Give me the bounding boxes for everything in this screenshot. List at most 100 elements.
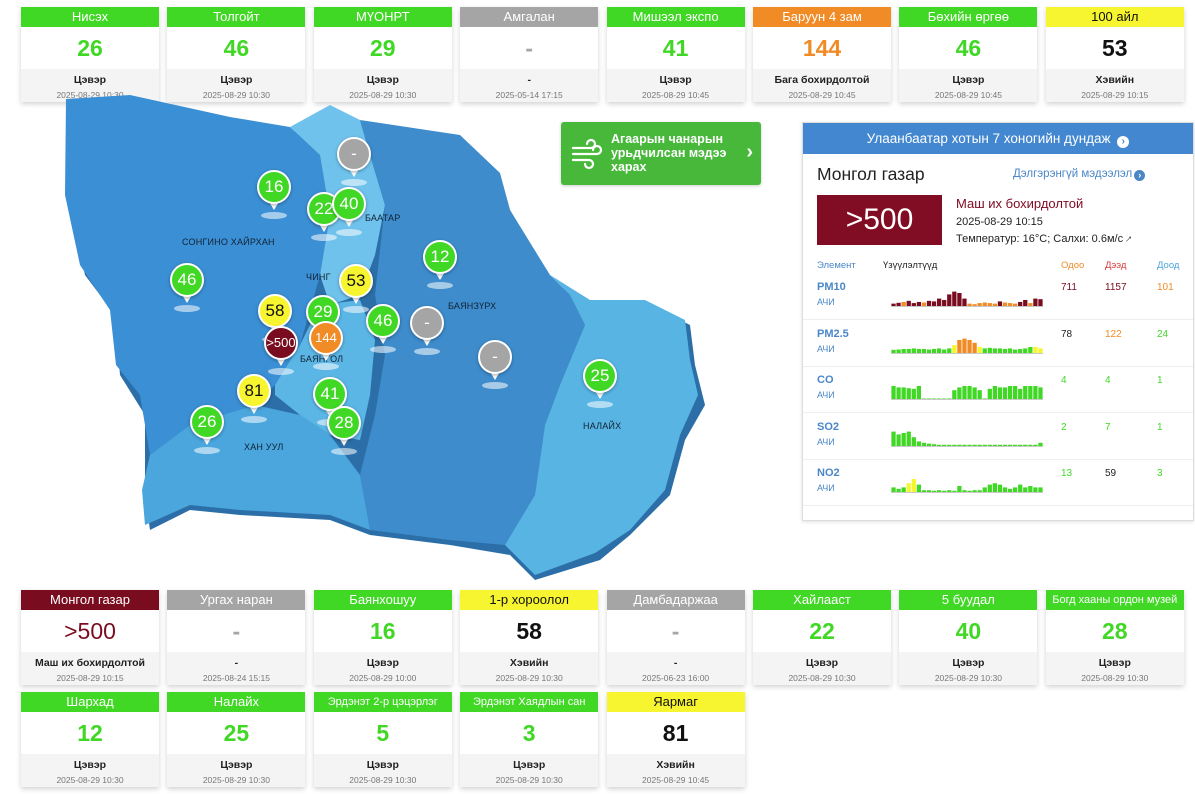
- station-card-status: -: [527, 74, 531, 86]
- element-row[interactable]: PM10 АЧИ 711 1157 101: [803, 273, 1193, 320]
- station-card[interactable]: 5 буудал 40 Цэвэр 2025-08-29 10:30: [899, 590, 1038, 685]
- bar: [1033, 346, 1038, 354]
- bar: [1007, 303, 1013, 307]
- station-card-value: 58: [516, 618, 542, 644]
- station-marker[interactable]: -: [337, 137, 371, 186]
- marker-pointer: [338, 436, 350, 446]
- bar: [926, 349, 932, 354]
- bar: [901, 487, 906, 493]
- bar: [972, 387, 977, 400]
- station-marker[interactable]: -: [478, 340, 512, 389]
- district-map[interactable]: СОНГИНО ХАЙРХАН ЧИНГ БААТАР БАЯНЗҮРХ БАЯНГОЛ…: [30, 95, 730, 590]
- bar: [962, 386, 967, 400]
- station-marker[interactable]: 26: [190, 405, 224, 454]
- marker-pointer: [248, 404, 260, 414]
- marker-pointer: [343, 217, 355, 227]
- station-card-title: Налайх: [167, 692, 306, 712]
- station-marker[interactable]: 12: [423, 240, 457, 289]
- station-card-value: >500: [64, 618, 116, 644]
- element-now: 78: [1061, 328, 1073, 340]
- bar: [957, 339, 962, 354]
- bar: [1013, 487, 1018, 493]
- station-marker[interactable]: 46: [366, 304, 400, 353]
- station-card[interactable]: Ургах наран - - 2025-08-24 15:15: [167, 590, 306, 685]
- station-marker[interactable]: 25: [583, 359, 617, 408]
- station-card[interactable]: Баруун 4 зам 144 Бага бохирдолтой 2025-08-2…: [753, 7, 891, 102]
- forecast-button[interactable]: Агаарын чанарын урьдчилсан мэдээ харах ›: [561, 122, 761, 185]
- station-card[interactable]: Дамбадаржаа - - 2025-06-23 16:00: [606, 590, 745, 685]
- bar: [992, 303, 997, 307]
- element-row[interactable]: SO2 АЧИ 2 7 1: [803, 413, 1193, 460]
- station-card-time: 2025-08-24 15:15: [202, 673, 270, 683]
- marker-value: 53: [339, 264, 373, 298]
- station-card[interactable]: 100 айл 53 Хэвийн 2025-08-29 10:15: [1045, 7, 1184, 102]
- marker-value: 40: [332, 187, 366, 221]
- marker-shadow: [427, 282, 453, 289]
- element-row[interactable]: PM2.5 АЧИ 78 122 24: [803, 320, 1193, 367]
- element-row[interactable]: NO2 АЧИ 13 59 3: [803, 459, 1193, 506]
- station-card[interactable]: Богд хааны ордон музей 28 Цэвэр 2025-08-29 …: [1045, 590, 1184, 685]
- station-card-title: Амгалан: [460, 7, 599, 27]
- station-card-time: 2025-08-29 10:30: [934, 673, 1002, 683]
- station-marker[interactable]: 144: [309, 321, 343, 370]
- station-card-footer: Цэвэр 2025-08-29 10:30: [753, 652, 891, 685]
- station-card[interactable]: Эрдэнэт Хаядлын сан 3 Цэвэр 2025-08-29 10:3…: [460, 692, 599, 787]
- bar: [931, 443, 937, 447]
- station-card-time: 2025-08-29 10:30: [788, 673, 856, 683]
- marker-shadow: [331, 448, 357, 455]
- bar: [942, 300, 947, 307]
- bar: [952, 291, 957, 307]
- bar: [896, 433, 901, 447]
- station-card-value: 25: [223, 720, 250, 746]
- bar: [921, 490, 927, 493]
- station-card[interactable]: Монгол газар >500 Маш их бохирдолтой 2025-0…: [21, 590, 159, 685]
- station-card[interactable]: Баянхошуу 16 Цэвэр 2025-08-29 10:00: [313, 590, 452, 685]
- bar: [1007, 488, 1013, 493]
- station-card[interactable]: Хайлааст 22 Цэвэр 2025-08-29 10:30: [753, 590, 891, 685]
- station-card[interactable]: Мишээл экспо 41 Цэвэр 2025-08-29 10:45: [606, 7, 745, 102]
- bar: [947, 294, 952, 307]
- element-row[interactable]: CO АЧИ 4 4 1: [803, 366, 1193, 413]
- station-marker[interactable]: 40: [332, 187, 366, 236]
- panel-header[interactable]: Улаанбаатар хотын 7 хоногийн дундаж ›: [803, 123, 1193, 154]
- bar: [957, 293, 962, 307]
- bar: [891, 349, 896, 354]
- bar: [1033, 487, 1038, 493]
- station-marker[interactable]: -: [410, 306, 444, 355]
- station-card[interactable]: Эрдэнэт 2-р цэцэрлэг 5 Цэвэр 2025-08-29 10:…: [313, 692, 452, 787]
- station-card-footer: Хэвийн 2025-08-29 10:15: [1045, 69, 1184, 102]
- station-card-footer: Бага бохирдолтой 2025-08-29 10:45: [753, 69, 891, 102]
- station-card[interactable]: Яармаг 81 Хэвийн 2025-08-29 10:45: [606, 692, 745, 787]
- bar: [1002, 487, 1008, 493]
- station-marker[interactable]: 28: [327, 406, 361, 455]
- station-marker[interactable]: 81: [237, 374, 271, 423]
- station-marker[interactable]: 53: [339, 264, 373, 313]
- bar: [901, 432, 906, 447]
- station-card[interactable]: Бөхийн өргөө 46 Цэвэр 2025-08-29 10:45: [899, 7, 1038, 102]
- station-card[interactable]: МҮОНРТ 29 Цэвэр 2025-08-29 10:30: [313, 7, 452, 102]
- station-marker[interactable]: >500: [264, 326, 298, 375]
- station-card-status: Хэвийн: [656, 759, 695, 771]
- bar: [1013, 444, 1018, 447]
- station-marker[interactable]: 16: [257, 170, 291, 219]
- station-card[interactable]: Толгойт 46 Цэвэр 2025-08-29 10:30: [167, 7, 306, 102]
- station-card[interactable]: Налайх 25 Цэвэр 2025-08-29 10:30: [167, 692, 306, 787]
- station-marker[interactable]: 41: [313, 377, 347, 426]
- element-name: CO: [817, 374, 834, 386]
- bar: [891, 431, 896, 447]
- station-card[interactable]: Амгалан - - 2025-05-14 17:15: [460, 7, 599, 102]
- marker-value: -: [337, 137, 371, 171]
- marker-shadow: [174, 305, 200, 312]
- bar: [952, 390, 957, 400]
- station-marker[interactable]: 46: [170, 263, 204, 312]
- station-card[interactable]: 1-р хороолол 58 Хэвийн 2025-08-29 10:30: [460, 590, 599, 685]
- more-info-link[interactable]: Дэлгэрэнгүй мэдээлэл ›: [1013, 168, 1146, 181]
- station-card[interactable]: Шархад 12 Цэвэр 2025-08-29 10:30: [21, 692, 159, 787]
- bar: [901, 348, 906, 354]
- bar: [1007, 444, 1013, 447]
- station-card-status: Цэвэр: [1098, 657, 1131, 669]
- bar: [992, 347, 997, 354]
- station-card[interactable]: Нисэх 26 Цэвэр 2025-08-29 10:30: [21, 7, 159, 102]
- bar: [972, 444, 977, 447]
- marker-pointer: [348, 167, 360, 177]
